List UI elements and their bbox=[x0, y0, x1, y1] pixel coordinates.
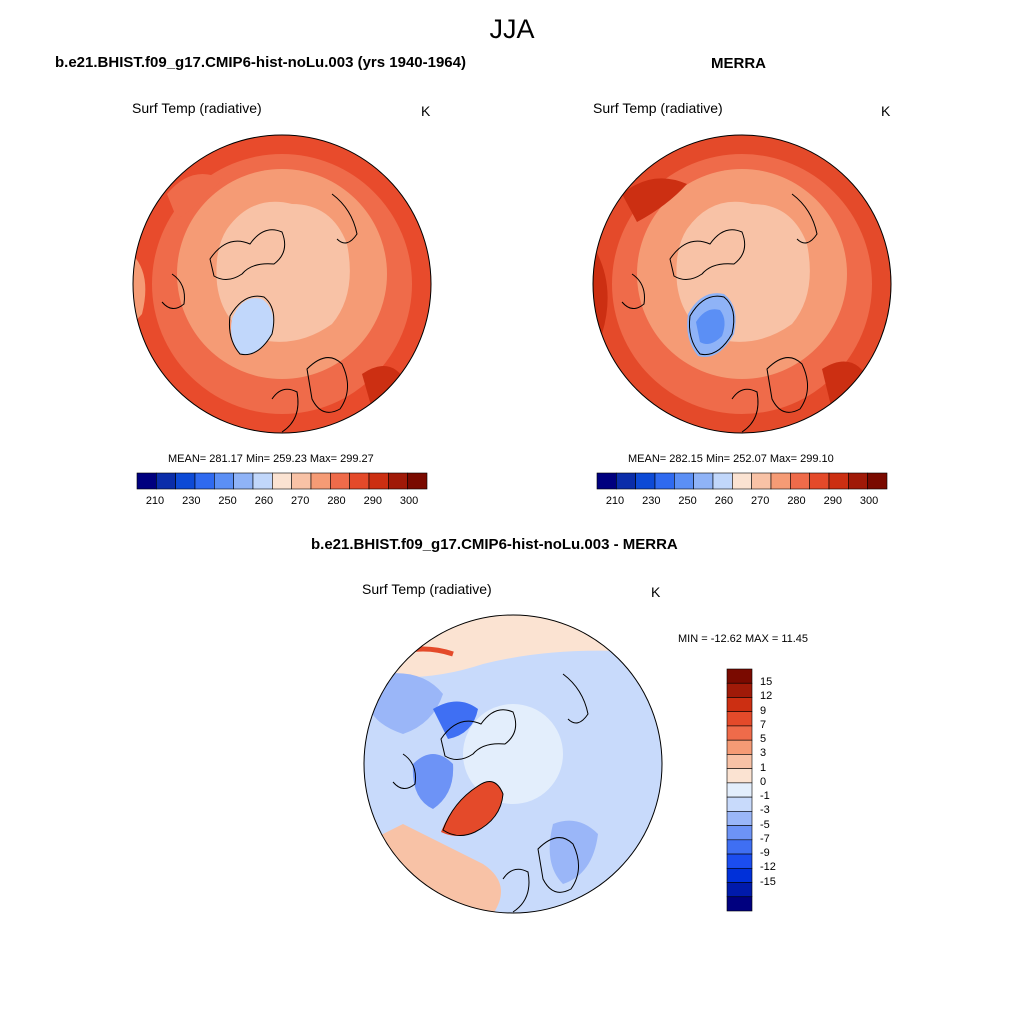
colorbar-tick-label: 300 bbox=[399, 495, 419, 507]
colorbar-tick-label: 7 bbox=[760, 718, 767, 731]
colorbar-swatch bbox=[194, 472, 215, 490]
colorbar-swatch bbox=[349, 472, 370, 490]
colorbar-swatch bbox=[726, 896, 753, 912]
model-colorbar bbox=[136, 472, 428, 490]
colorbar-swatch bbox=[272, 472, 292, 490]
colorbar-swatch bbox=[726, 768, 753, 784]
colorbar-swatch bbox=[726, 867, 753, 883]
colorbar-swatch bbox=[726, 711, 753, 727]
colorbar-tick-label: 3 bbox=[760, 747, 767, 760]
colorbar-tick-label: 250 bbox=[678, 495, 697, 507]
colorbar-tick-label: 9 bbox=[760, 704, 767, 717]
colorbar-swatch bbox=[726, 853, 753, 869]
colorbar-tick-label: 250 bbox=[218, 495, 237, 507]
obs-polar-map bbox=[592, 134, 892, 434]
colorbar-swatch bbox=[732, 472, 752, 490]
colorbar-swatch bbox=[867, 472, 888, 490]
obs-panel-title: MERRA bbox=[711, 55, 766, 72]
colorbar-swatch bbox=[809, 472, 830, 490]
colorbar-tick-label: -12 bbox=[760, 861, 776, 874]
colorbar-tick-label: -9 bbox=[760, 847, 770, 860]
colorbar-swatch bbox=[635, 472, 656, 490]
colorbar-swatch bbox=[770, 472, 791, 490]
colorbar-tick-label: 260 bbox=[714, 495, 734, 507]
colorbar-tick-label: 15 bbox=[760, 676, 773, 689]
colorbar-swatch bbox=[407, 472, 428, 490]
colorbar-tick-label: 300 bbox=[859, 495, 879, 507]
model-polar-map bbox=[132, 134, 432, 434]
colorbar-tick-label: 290 bbox=[363, 495, 382, 507]
diff-stats: MIN = -12.62 MAX = 11.45 bbox=[678, 633, 809, 645]
colorbar-swatch bbox=[790, 472, 810, 490]
colorbar-swatch bbox=[136, 472, 157, 490]
colorbar-tick-label: 210 bbox=[145, 495, 165, 507]
colorbar-swatch bbox=[751, 472, 772, 490]
colorbar-swatch bbox=[726, 782, 753, 798]
diff-variable-label: Surf Temp (radiative) bbox=[362, 581, 492, 597]
colorbar-tick-label: 230 bbox=[642, 495, 661, 507]
colorbar-tick-label: 260 bbox=[254, 495, 274, 507]
colorbar-swatch bbox=[726, 839, 753, 855]
colorbar-swatch bbox=[330, 472, 350, 490]
colorbar-swatch bbox=[368, 472, 389, 490]
colorbar-swatch bbox=[726, 825, 753, 841]
colorbar-swatch bbox=[726, 754, 753, 769]
obs-colorbar bbox=[596, 472, 888, 490]
model-units-label: K bbox=[421, 103, 431, 119]
colorbar-tick-label: 230 bbox=[182, 495, 201, 507]
colorbar-swatch bbox=[726, 739, 753, 755]
colorbar-tick-label: -7 bbox=[760, 832, 770, 845]
colorbar-tick-label: -1 bbox=[760, 790, 770, 803]
colorbar-swatch bbox=[616, 472, 636, 490]
colorbar-tick-label: 1 bbox=[760, 761, 767, 774]
model-panel-title: b.e21.BHIST.f09_g17.CMIP6-hist-noLu.003 … bbox=[55, 54, 466, 71]
colorbar-swatch bbox=[726, 682, 753, 698]
colorbar-tick-label: 0 bbox=[760, 775, 767, 788]
colorbar-swatch bbox=[726, 796, 753, 812]
colorbar-swatch bbox=[388, 472, 408, 490]
page-title: JJA bbox=[489, 14, 535, 44]
colorbar-swatch bbox=[156, 472, 176, 490]
colorbar-swatch bbox=[726, 725, 753, 741]
colorbar-swatch bbox=[726, 882, 753, 898]
colorbar-swatch bbox=[233, 472, 254, 490]
obs-units-label: K bbox=[881, 103, 891, 119]
colorbar-swatch bbox=[596, 472, 617, 490]
colorbar-swatch bbox=[674, 472, 694, 490]
colorbar-tick-label: -5 bbox=[760, 818, 770, 831]
model-stats: MEAN= 281.17 Min= 259.23 Max= 299.27 bbox=[168, 453, 374, 465]
colorbar-swatch bbox=[654, 472, 675, 490]
colorbar-tick-label: 12 bbox=[760, 690, 773, 703]
colorbar-tick-label: 270 bbox=[291, 495, 310, 507]
colorbar-swatch bbox=[828, 472, 849, 490]
colorbar-tick-label: 280 bbox=[787, 495, 806, 507]
colorbar-swatch bbox=[693, 472, 714, 490]
colorbar-swatch bbox=[214, 472, 234, 490]
diff-units-label: K bbox=[651, 584, 661, 600]
diff-polar-map bbox=[363, 614, 663, 914]
colorbar-swatch bbox=[175, 472, 196, 490]
model-variable-label: Surf Temp (radiative) bbox=[132, 100, 262, 116]
colorbar-tick-label: 210 bbox=[605, 495, 625, 507]
colorbar-swatch bbox=[310, 472, 331, 490]
colorbar-swatch bbox=[291, 472, 312, 490]
colorbar-tick-label: 270 bbox=[751, 495, 770, 507]
colorbar-swatch bbox=[726, 697, 753, 713]
colorbar-tick-label: 290 bbox=[823, 495, 842, 507]
colorbar-swatch bbox=[252, 472, 273, 490]
colorbar-swatch bbox=[712, 472, 733, 490]
colorbar-tick-label: 280 bbox=[327, 495, 346, 507]
obs-stats: MEAN= 282.15 Min= 252.07 Max= 299.10 bbox=[628, 453, 834, 465]
diff-colorbar bbox=[726, 668, 753, 912]
colorbar-swatch bbox=[726, 811, 753, 826]
colorbar-tick-label: -3 bbox=[760, 804, 770, 817]
colorbar-swatch bbox=[848, 472, 868, 490]
colorbar-swatch bbox=[726, 668, 753, 684]
colorbar-tick-label: 5 bbox=[760, 733, 767, 746]
diff-panel-title: b.e21.BHIST.f09_g17.CMIP6-hist-noLu.003 … bbox=[311, 536, 678, 553]
obs-variable-label: Surf Temp (radiative) bbox=[593, 100, 723, 116]
colorbar-tick-label: -15 bbox=[760, 875, 776, 888]
